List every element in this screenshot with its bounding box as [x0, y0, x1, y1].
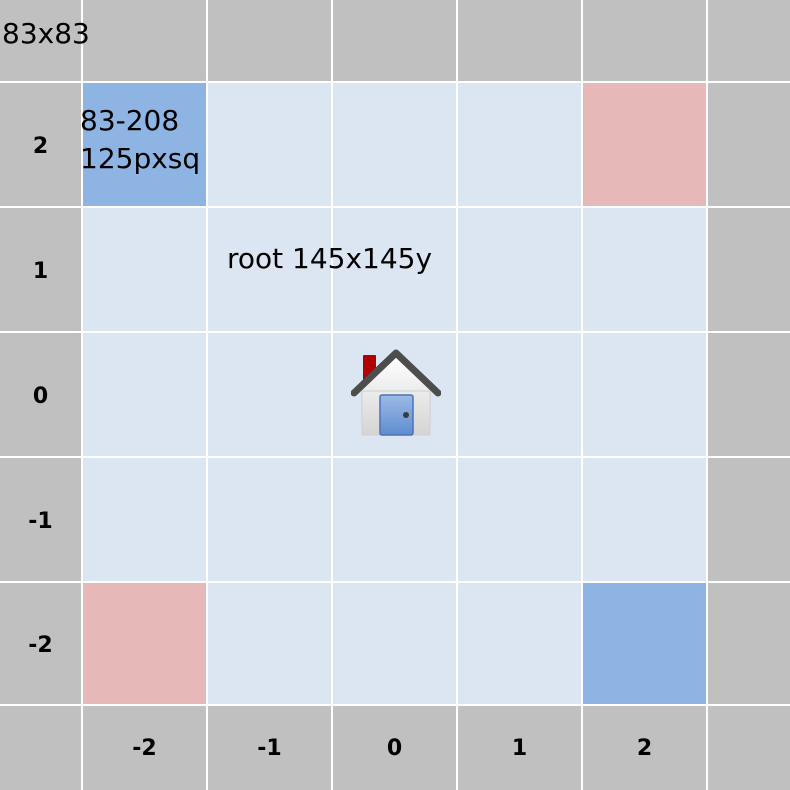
header-cell: [458, 0, 581, 81]
grid-cell: [208, 208, 331, 331]
row-label: -2: [28, 633, 53, 658]
grid-cell-highlight-pink: [583, 83, 706, 206]
grid-cell: [458, 83, 581, 206]
header-cell: [583, 0, 706, 81]
grid-cell: [333, 458, 456, 581]
right-margin-cell: [708, 208, 790, 331]
column-header-cell: [458, 706, 581, 790]
cell-range-label: 83-208: [80, 104, 180, 137]
row-header-cell: [0, 458, 81, 581]
grid-cell-highlight-pink: [83, 583, 206, 704]
grid-cell: [83, 458, 206, 581]
footer-corner-cell: [0, 706, 81, 790]
column-header-cell: [333, 706, 456, 790]
row-label: 2: [32, 134, 49, 159]
header-cell: [333, 0, 456, 81]
column-label: 1: [511, 736, 528, 761]
column-label: -2: [132, 736, 157, 761]
grid-cell: [208, 458, 331, 581]
grid-cell: [83, 208, 206, 331]
cell-size-label: 125pxsq: [80, 142, 201, 175]
column-label: 2: [636, 736, 653, 761]
root-label: root 145x145y: [227, 242, 433, 275]
grid-cell: [458, 208, 581, 331]
column-header-cell: [583, 706, 706, 790]
footer-corner-cell: [708, 706, 790, 790]
row-label: 1: [32, 259, 49, 284]
column-header-cell: [83, 706, 206, 790]
grid-cell: [333, 208, 456, 331]
column-label: -1: [257, 736, 282, 761]
column-label: 0: [386, 736, 403, 761]
grid-cell: [583, 458, 706, 581]
grid-cell: [208, 333, 331, 456]
right-margin-cell: [708, 83, 790, 206]
row-label: 0: [32, 384, 49, 409]
grid-cell: [458, 333, 581, 456]
header-cell: [208, 0, 331, 81]
grid-cell: [333, 583, 456, 704]
grid-cell: [83, 333, 206, 456]
right-margin-cell: [708, 458, 790, 581]
grid-cell: [208, 83, 331, 206]
row-header-cell: [0, 583, 81, 704]
right-margin-cell: [708, 333, 790, 456]
corner-size-label: 83x83: [2, 17, 90, 50]
right-margin-cell: [708, 583, 790, 704]
grid-cell-highlight-blue: [83, 83, 206, 206]
grid-cell: [458, 458, 581, 581]
row-header-cell: [0, 83, 81, 206]
row-header-cell: [0, 333, 81, 456]
home-icon: [351, 349, 441, 436]
grid-corner-cell: [0, 0, 81, 81]
header-cell: [708, 0, 790, 81]
header-cell: [83, 0, 206, 81]
grid-cell: [333, 83, 456, 206]
grid-cell: [583, 333, 706, 456]
grid-cell: [583, 208, 706, 331]
row-label: -1: [28, 509, 53, 534]
grid-cell-highlight-blue: [583, 583, 706, 704]
grid-cell: [208, 583, 331, 704]
row-header-cell: [0, 208, 81, 331]
column-header-cell: [208, 706, 331, 790]
grid-cell: [458, 583, 581, 704]
